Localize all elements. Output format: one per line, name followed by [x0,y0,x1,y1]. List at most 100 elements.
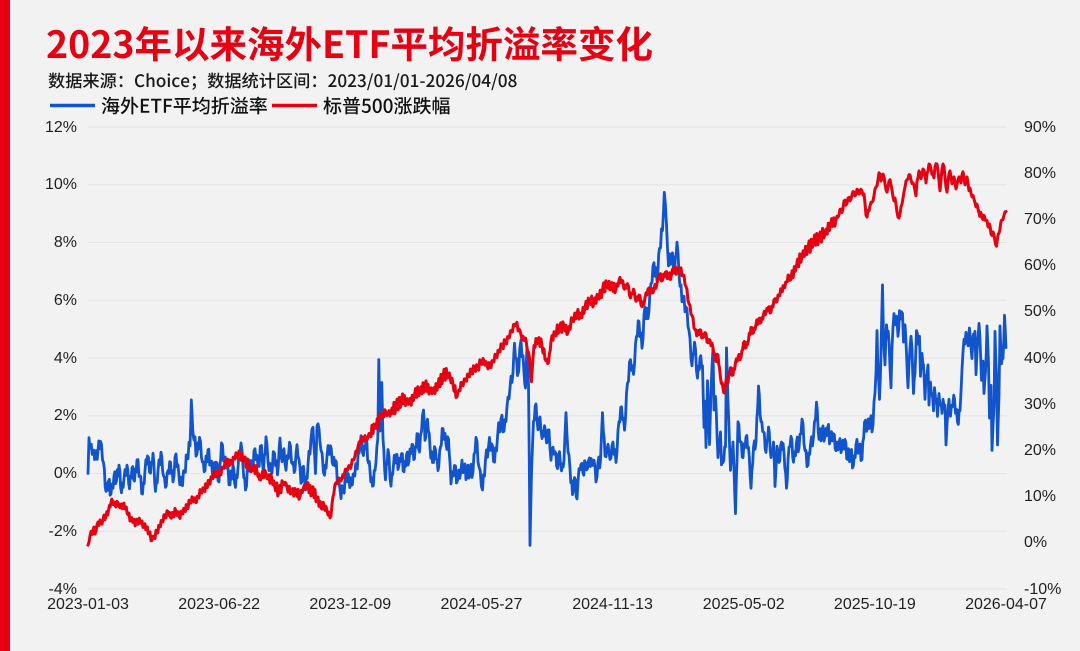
y-axis-left-label: 6% [53,291,77,309]
y-axis-right-label: 80% [1024,164,1057,182]
glyph [616,25,652,62]
glyph [113,29,133,59]
glyph [366,73,374,91]
glyph [173,97,191,115]
glyph [48,72,65,89]
subtitle-glyphs [48,72,517,91]
x-axis-label: 2024-05-27 [440,596,523,613]
glyph [392,28,427,62]
etf-premium-line [86,190,1008,547]
glyph [420,81,425,83]
glyph [100,72,117,89]
x-axis-label: 2023-12-09 [309,596,392,613]
y-axis-right-label: -10% [1024,580,1062,598]
glyph [285,26,322,62]
glyph [192,96,210,115]
y-axis-left-label: 8% [53,234,77,251]
glyph [134,74,145,88]
glyph [498,74,507,88]
glyph [249,96,267,115]
glyph [82,72,100,89]
glyph [230,96,249,114]
glyph [211,96,230,115]
y-axis-right-label: 60% [1024,257,1057,275]
glyph [259,72,276,89]
glyph [384,74,392,87]
y-axis-right-label: 20% [1024,441,1057,459]
glyph [328,74,337,87]
glyph [325,30,343,58]
glyph [174,27,209,62]
glyph [503,25,540,60]
glyph [466,26,502,62]
glyph [210,26,247,62]
x-axis-label: 2025-10-19 [833,596,916,613]
glyph [156,77,166,88]
glyph [347,74,357,87]
glyph [455,74,465,88]
x-axis-label: 2023-01-03 [47,596,129,613]
y-axis-right-label: 50% [1024,303,1057,321]
glyph [361,98,371,114]
glyph [508,74,517,88]
glyph [135,25,171,62]
glyph [91,29,111,58]
glyph [207,72,224,89]
glyph [172,77,180,88]
x-axis-label: 2024-11-13 [572,596,653,613]
glyph [119,75,123,88]
glyph [374,74,383,88]
y-axis-left-label: 4% [53,349,77,367]
glyph [541,25,577,62]
glyph [146,73,155,87]
glyph [413,96,432,115]
glyph [224,72,241,89]
title-glyphs [47,25,652,62]
glyph [491,73,498,91]
glyph [436,74,445,88]
glyph [181,77,190,88]
glyph [140,98,150,113]
glyph [472,74,481,88]
glyph [393,73,400,91]
x-axis-label: 2023-06-22 [178,596,261,613]
glyph [192,75,196,90]
glyph [411,74,419,87]
glyph [248,26,284,62]
glyph [400,74,409,88]
glyph [383,98,393,114]
glyph [372,98,382,114]
glyph [371,30,390,58]
y-axis-right-label: 90% [1024,118,1057,136]
glyph [342,96,361,115]
glyph [346,30,368,58]
glyph [579,25,615,62]
glyph [277,73,293,88]
glyph [313,75,317,88]
glyph [241,72,259,89]
y-axis-left-label: 2% [53,407,77,425]
glyph [294,72,310,89]
y-axis-right-label: 30% [1024,395,1057,413]
y-axis-right-label: 10% [1024,488,1057,506]
glyph [167,73,171,87]
y-axis-right-label: 70% [1024,210,1057,228]
glyph [323,96,342,115]
y-axis-left-label: -2% [48,522,77,540]
y-axis-left-label: 0% [53,465,77,482]
glyph [357,74,366,88]
y-axis-right-label: 0% [1024,534,1048,552]
glyph [481,74,491,87]
glyph [150,98,162,113]
sp500-line [86,162,1008,547]
x-axis-label: 2025-05-02 [702,596,785,613]
glyph [120,96,139,115]
y-axis-right-label: 40% [1024,349,1057,367]
glyph [101,96,120,115]
glyph [432,96,450,115]
y-axis-left-label: 10% [44,176,77,194]
y-axis-left-label: -4% [48,580,77,598]
glyph [47,29,67,58]
